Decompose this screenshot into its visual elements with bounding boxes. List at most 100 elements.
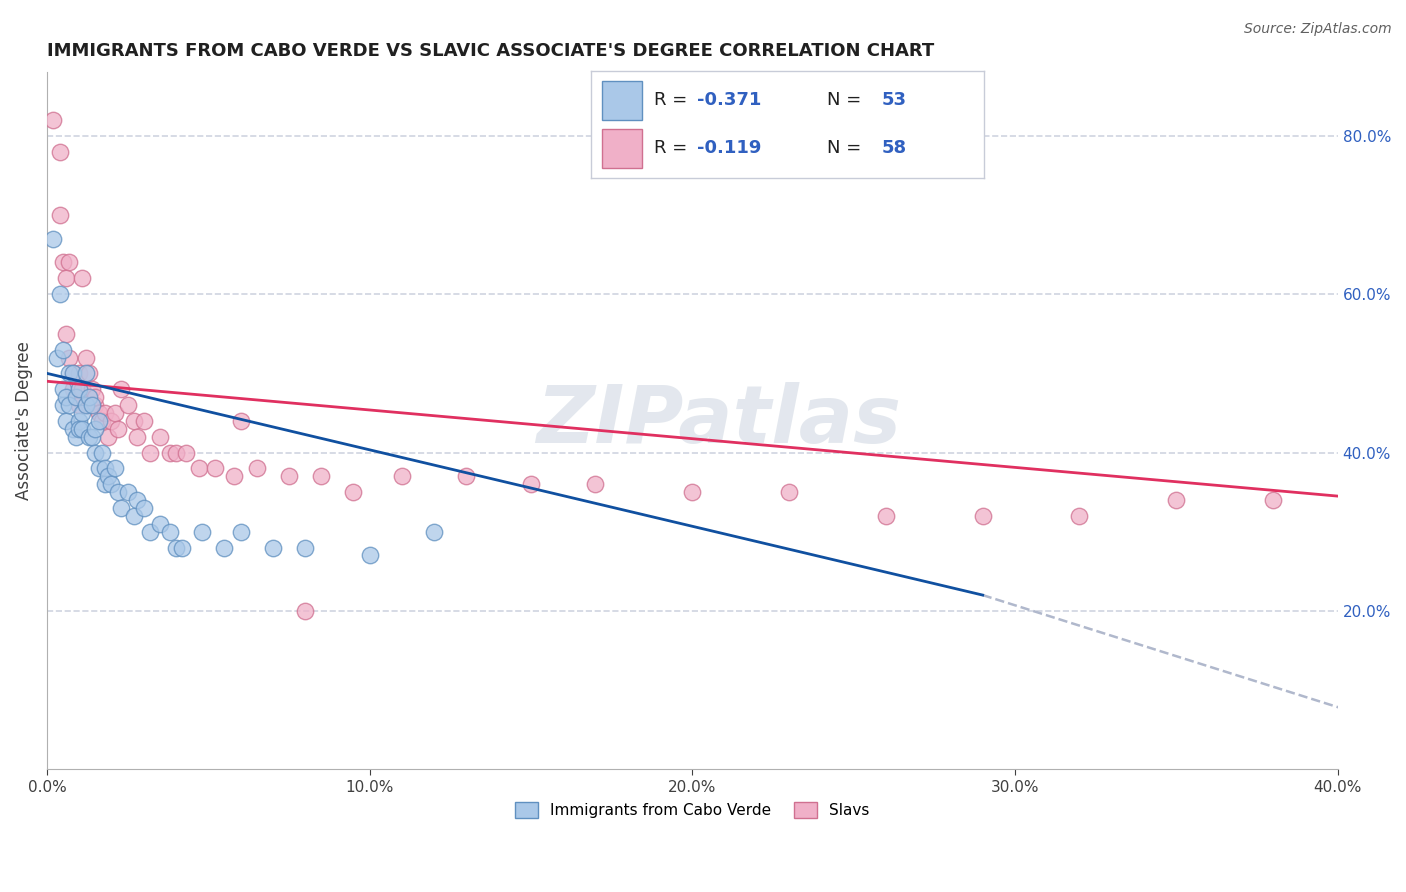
Point: [277, 469, 299, 483]
Point: [262, 541, 284, 555]
Text: N =: N =: [827, 91, 866, 109]
Point: [159, 524, 181, 539]
Point: [84, 422, 107, 436]
Point: [58, 255, 80, 269]
Point: [294, 604, 316, 618]
Point: [122, 508, 145, 523]
Point: [117, 485, 139, 500]
Point: [122, 414, 145, 428]
Point: [159, 445, 181, 459]
Point: [97, 430, 120, 444]
Point: [55, 390, 77, 404]
Text: 53: 53: [882, 91, 907, 109]
Point: [423, 524, 446, 539]
Bar: [602, 129, 641, 168]
Point: [229, 524, 252, 539]
Point: [42, 232, 65, 246]
Point: [187, 461, 209, 475]
Point: [1166, 493, 1188, 508]
Point: [45, 351, 67, 365]
Text: R =: R =: [654, 91, 693, 109]
Point: [104, 461, 127, 475]
Point: [52, 382, 75, 396]
Point: [94, 461, 117, 475]
Point: [52, 255, 75, 269]
Point: [778, 485, 800, 500]
Point: [520, 477, 543, 491]
Point: [58, 367, 80, 381]
Point: [87, 414, 110, 428]
Point: [77, 430, 100, 444]
Point: [67, 382, 90, 396]
Point: [309, 469, 332, 483]
Point: [585, 477, 607, 491]
Point: [55, 414, 77, 428]
Point: [55, 326, 77, 341]
Point: [75, 351, 97, 365]
Legend: Immigrants from Cabo Verde, Slavs: Immigrants from Cabo Verde, Slavs: [509, 797, 876, 824]
Point: [127, 493, 149, 508]
Point: [204, 461, 226, 475]
Text: 58: 58: [882, 139, 907, 157]
Point: [55, 271, 77, 285]
Point: [65, 430, 87, 444]
Point: [127, 430, 149, 444]
Point: [67, 414, 90, 428]
Point: [77, 367, 100, 381]
Point: [149, 516, 172, 531]
Point: [72, 422, 94, 436]
Text: N =: N =: [827, 139, 866, 157]
Point: [110, 382, 132, 396]
Point: [84, 445, 107, 459]
Point: [97, 469, 120, 483]
Point: [172, 541, 194, 555]
Text: IMMIGRANTS FROM CABO VERDE VS SLAVIC ASSOCIATE'S DEGREE CORRELATION CHART: IMMIGRANTS FROM CABO VERDE VS SLAVIC ASS…: [46, 42, 934, 60]
Point: [49, 145, 72, 159]
Point: [875, 508, 897, 523]
Point: [456, 469, 478, 483]
Point: [75, 367, 97, 381]
Point: [62, 422, 84, 436]
Point: [72, 271, 94, 285]
Point: [80, 382, 103, 396]
Point: [72, 382, 94, 396]
Point: [342, 485, 364, 500]
Point: [214, 541, 236, 555]
Point: [94, 406, 117, 420]
Point: [149, 430, 172, 444]
Point: [100, 477, 122, 491]
Point: [90, 414, 112, 428]
Point: [972, 508, 994, 523]
Text: ZIPatlas: ZIPatlas: [536, 382, 901, 460]
Point: [58, 351, 80, 365]
Point: [75, 398, 97, 412]
Point: [1261, 493, 1284, 508]
Point: [72, 406, 94, 420]
Point: [229, 414, 252, 428]
Point: [94, 477, 117, 491]
Point: [110, 500, 132, 515]
Point: [191, 524, 214, 539]
Text: R =: R =: [654, 139, 693, 157]
Point: [84, 390, 107, 404]
Point: [100, 414, 122, 428]
Point: [107, 422, 129, 436]
Point: [62, 367, 84, 381]
Point: [132, 414, 155, 428]
Text: -0.371: -0.371: [697, 91, 761, 109]
Point: [65, 390, 87, 404]
Point: [49, 208, 72, 222]
Point: [681, 485, 703, 500]
Point: [42, 112, 65, 127]
Point: [87, 461, 110, 475]
Point: [165, 541, 187, 555]
Point: [104, 406, 127, 420]
Point: [90, 445, 112, 459]
Point: [391, 469, 413, 483]
Point: [67, 422, 90, 436]
Point: [117, 398, 139, 412]
Point: [139, 445, 162, 459]
Point: [62, 367, 84, 381]
Point: [107, 485, 129, 500]
Point: [77, 390, 100, 404]
